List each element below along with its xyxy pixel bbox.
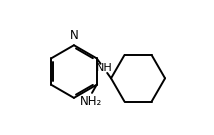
Text: NH: NH bbox=[96, 63, 113, 73]
Text: NH₂: NH₂ bbox=[80, 95, 103, 108]
Text: N: N bbox=[70, 29, 79, 42]
